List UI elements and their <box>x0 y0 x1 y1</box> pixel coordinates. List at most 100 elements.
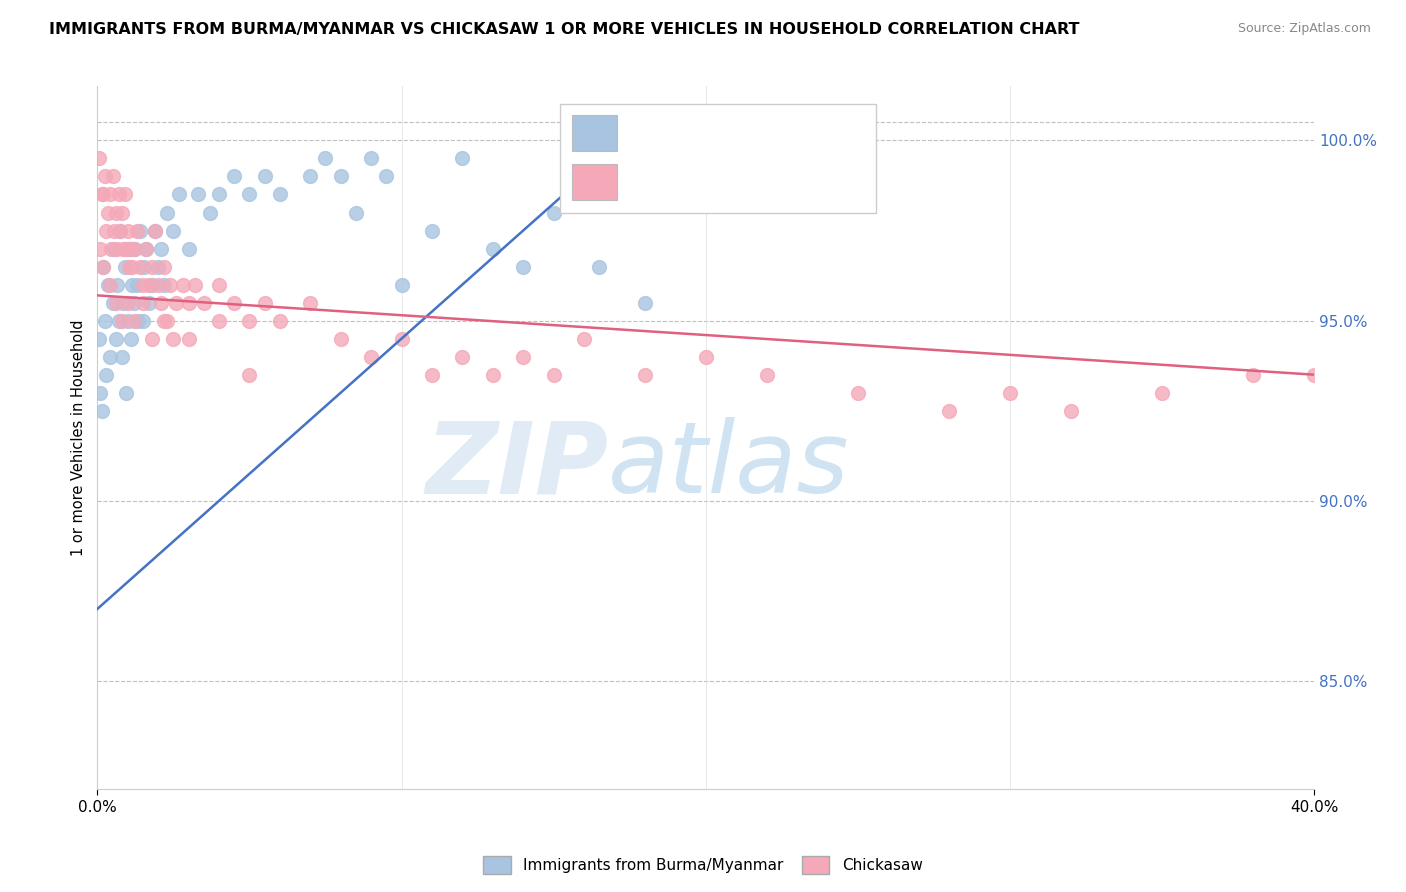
Point <box>938 403 960 417</box>
Point <box>132 313 155 327</box>
Point <box>117 223 139 237</box>
Point <box>94 313 117 327</box>
Point <box>87 332 110 346</box>
Point <box>162 223 184 237</box>
Point <box>177 242 200 256</box>
Point <box>93 260 115 274</box>
Point <box>135 242 157 256</box>
Point <box>89 242 111 256</box>
Point <box>129 223 152 237</box>
Point <box>177 332 200 346</box>
Point <box>329 169 352 184</box>
Point <box>543 368 565 382</box>
Point <box>100 242 122 256</box>
Point <box>141 277 163 292</box>
Point <box>141 332 163 346</box>
Point <box>208 187 231 202</box>
Point <box>107 187 129 202</box>
Point <box>108 223 131 237</box>
Point <box>103 242 125 256</box>
Point <box>187 187 209 202</box>
Point <box>1303 368 1326 382</box>
Point <box>134 260 156 274</box>
Point <box>572 332 595 346</box>
Point <box>269 313 291 327</box>
Y-axis label: 1 or more Vehicles in Household: 1 or more Vehicles in Household <box>72 319 86 556</box>
Point <box>115 242 138 256</box>
Point <box>156 313 179 327</box>
Point <box>122 313 145 327</box>
Point <box>634 368 657 382</box>
Point <box>129 260 152 274</box>
Point <box>695 350 717 364</box>
Point <box>148 277 170 292</box>
Point <box>481 242 503 256</box>
Point <box>420 223 443 237</box>
Point <box>120 242 142 256</box>
Text: Source: ZipAtlas.com: Source: ZipAtlas.com <box>1237 22 1371 36</box>
Point <box>125 223 148 237</box>
Point <box>420 368 443 382</box>
Point <box>107 313 129 327</box>
Point <box>111 205 134 219</box>
Point <box>124 242 146 256</box>
Point <box>122 242 145 256</box>
Point <box>117 313 139 327</box>
Point <box>90 403 112 417</box>
Point <box>375 169 398 184</box>
Point <box>451 350 474 364</box>
Point <box>159 277 181 292</box>
Point <box>121 277 143 292</box>
Point <box>360 152 382 166</box>
Point <box>314 152 336 166</box>
Point <box>111 313 134 327</box>
Point <box>127 313 149 327</box>
Point <box>634 295 657 310</box>
Legend: Immigrants from Burma/Myanmar, Chickasaw: Immigrants from Burma/Myanmar, Chickasaw <box>478 850 928 880</box>
Point <box>135 242 157 256</box>
Point <box>125 277 148 292</box>
Point <box>512 260 534 274</box>
Point <box>87 152 110 166</box>
Point <box>543 205 565 219</box>
Point <box>93 260 115 274</box>
Point <box>153 277 176 292</box>
Point <box>108 223 131 237</box>
Point <box>1060 403 1083 417</box>
Point <box>153 313 176 327</box>
Point <box>512 350 534 364</box>
Point <box>105 242 128 256</box>
Text: IMMIGRANTS FROM BURMA/MYANMAR VS CHICKASAW 1 OR MORE VEHICLES IN HOUSEHOLD CORRE: IMMIGRANTS FROM BURMA/MYANMAR VS CHICKAS… <box>49 22 1080 37</box>
Point <box>115 385 138 400</box>
Point <box>172 277 194 292</box>
Point <box>114 187 136 202</box>
Point <box>118 260 141 274</box>
Point <box>360 350 382 364</box>
Point <box>344 205 367 219</box>
Point <box>104 295 127 310</box>
Point <box>112 242 135 256</box>
Point <box>183 277 205 292</box>
Point <box>755 368 778 382</box>
Point <box>153 260 176 274</box>
Point <box>122 295 145 310</box>
Point <box>101 169 124 184</box>
Point <box>224 169 246 184</box>
Point <box>391 332 413 346</box>
Text: ZIP: ZIP <box>426 417 609 515</box>
Point <box>150 242 173 256</box>
Point <box>1241 368 1264 382</box>
Point <box>451 152 474 166</box>
Point <box>94 169 117 184</box>
Point <box>104 332 127 346</box>
Point <box>156 205 179 219</box>
Point <box>132 295 155 310</box>
Text: atlas: atlas <box>609 417 851 515</box>
Point <box>117 295 139 310</box>
Point <box>143 223 166 237</box>
Point <box>105 277 128 292</box>
Point <box>132 277 155 292</box>
Point <box>141 260 163 274</box>
Point <box>224 295 246 310</box>
Point <box>998 385 1021 400</box>
